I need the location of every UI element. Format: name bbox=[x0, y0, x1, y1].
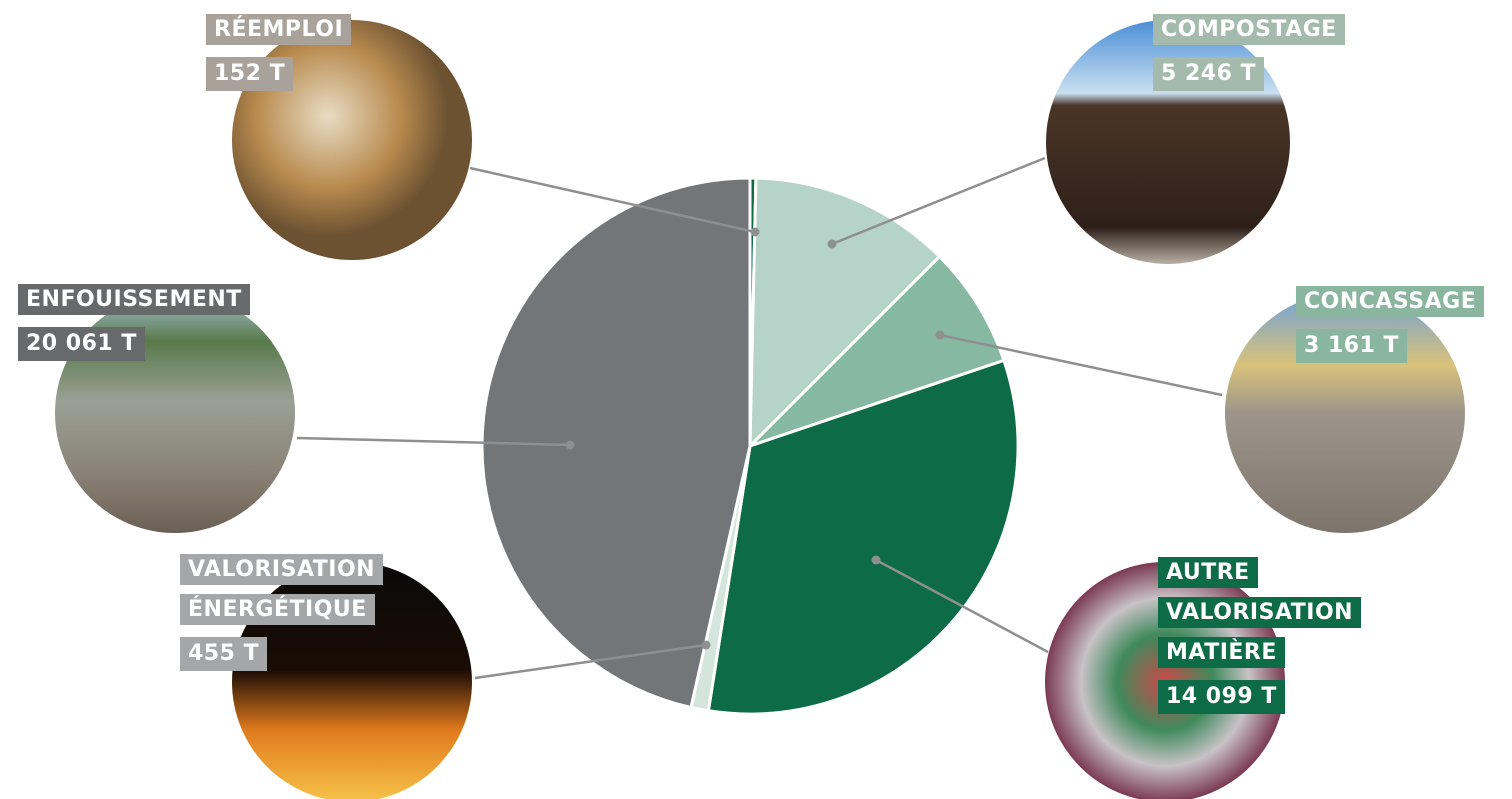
category-label: RÉEMPLOI bbox=[206, 14, 352, 45]
value-label: 455 T bbox=[180, 637, 268, 671]
leader-line bbox=[875, 558, 1049, 654]
leader-dot bbox=[871, 555, 881, 565]
slice-label: RÉEMPLOI 152 T bbox=[206, 10, 406, 94]
slice-label: COMPOSTAGE 5 246 T bbox=[1153, 10, 1413, 94]
leader-line bbox=[469, 166, 756, 234]
value-label: 3 161 T bbox=[1296, 329, 1408, 363]
value-label: 14 099 T bbox=[1158, 680, 1285, 714]
leader-line bbox=[939, 333, 1223, 397]
slice-label: ENFOUISSEMENT 20 061 T bbox=[18, 280, 308, 364]
pie-slice bbox=[706, 358, 1020, 716]
leader-dot bbox=[935, 330, 945, 340]
slice-label: CONCASSAGE 3 161 T bbox=[1296, 282, 1512, 366]
value-label: 152 T bbox=[206, 57, 294, 91]
leader-dot bbox=[750, 227, 760, 237]
category-label: ENFOUISSEMENT bbox=[18, 284, 250, 315]
leader-dot bbox=[827, 239, 837, 249]
category-label: VALORISATION ÉNERGÉTIQUE bbox=[180, 554, 384, 625]
value-label: 20 061 T bbox=[18, 327, 145, 361]
slice-label: AUTRE VALORISATION MATIÈRE 14 099 T bbox=[1158, 553, 1408, 717]
pie-slice bbox=[748, 176, 942, 450]
leader-line bbox=[474, 643, 707, 680]
category-label: CONCASSAGE bbox=[1296, 286, 1485, 317]
leader-dot bbox=[701, 640, 711, 650]
pie-slice bbox=[748, 254, 1006, 448]
leader-line bbox=[296, 436, 571, 447]
pie bbox=[480, 176, 1020, 716]
slice-label: VALORISATION ÉNERGÉTIQUE 455 T bbox=[180, 550, 420, 674]
leader-dot bbox=[565, 440, 575, 450]
category-label: AUTRE VALORISATION MATIÈRE bbox=[1158, 557, 1362, 668]
category-label: COMPOSTAGE bbox=[1153, 14, 1345, 45]
value-label: 5 246 T bbox=[1153, 57, 1265, 91]
leader-line bbox=[831, 156, 1046, 246]
